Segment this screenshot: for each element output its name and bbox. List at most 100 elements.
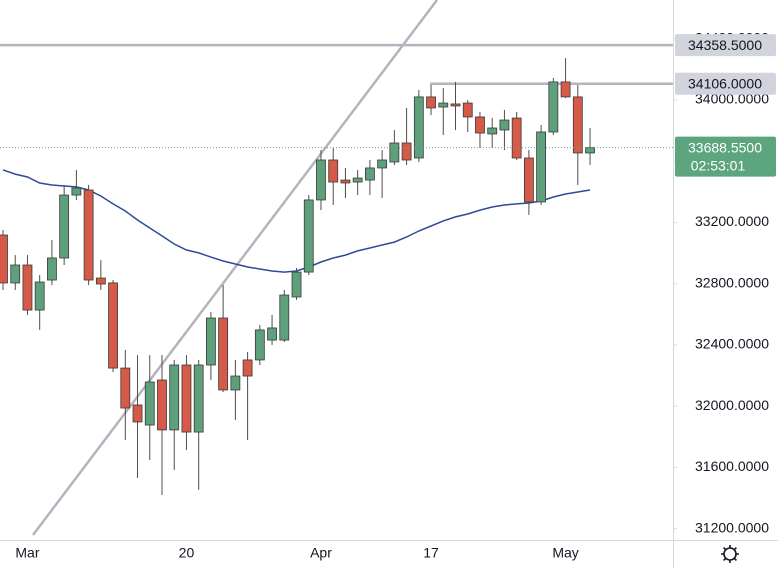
candle — [144, 355, 155, 461]
candle — [230, 359, 241, 420]
candle-body — [144, 381, 155, 426]
candle — [206, 312, 216, 381]
x-tick-label: May — [552, 545, 578, 561]
candle — [487, 118, 498, 149]
candle — [462, 99, 473, 132]
candle — [108, 280, 118, 373]
candle-body — [389, 142, 400, 163]
candle — [59, 184, 70, 266]
candle-body — [279, 294, 290, 341]
candle-body — [0, 234, 8, 284]
candle-body — [475, 116, 485, 134]
level-label-box — [675, 72, 776, 95]
x-tick-label: 17 — [423, 545, 439, 561]
trend-line — [32, 0, 438, 536]
candle-body — [377, 159, 388, 169]
candle — [132, 355, 143, 478]
y-tick-label: 31600.0000 — [695, 458, 769, 474]
candle-body — [157, 379, 167, 431]
candle — [83, 184, 94, 286]
candle-body — [120, 367, 131, 409]
candle-body — [438, 102, 449, 108]
candle-body — [254, 329, 265, 361]
candle — [218, 285, 229, 392]
level-label: 34358.5000 — [688, 37, 762, 53]
settings-icon[interactable] — [721, 545, 739, 563]
level-label: 34106.0000 — [688, 75, 762, 91]
candle — [47, 240, 57, 286]
candle-body — [328, 159, 339, 183]
candle — [511, 111, 522, 160]
x-tick-label: Mar — [15, 545, 39, 561]
candle-body — [95, 277, 106, 285]
candle-body — [108, 282, 118, 369]
candle-body — [230, 375, 241, 391]
candle — [585, 127, 595, 166]
y-tick-label: 33200.0000 — [695, 213, 769, 229]
candle-body — [572, 96, 583, 154]
candle-body — [206, 317, 216, 366]
candle-body — [536, 131, 547, 203]
candle — [352, 169, 363, 196]
candle-body — [340, 179, 351, 184]
candle-body — [413, 96, 424, 159]
candle — [536, 124, 547, 206]
candle-body — [47, 257, 57, 281]
level-label-box — [675, 34, 776, 57]
candle — [364, 159, 375, 196]
candle-body — [169, 364, 180, 431]
candle — [157, 355, 167, 495]
countdown-label: 02:53:01 — [691, 157, 746, 173]
candle-body — [59, 194, 70, 259]
candle — [254, 325, 265, 366]
candle-body — [71, 187, 82, 196]
candle — [0, 229, 8, 290]
candle-body — [487, 127, 498, 135]
candle-body — [316, 159, 326, 201]
candle-body — [462, 102, 473, 118]
candle — [572, 84, 583, 185]
candle-body — [291, 271, 302, 298]
candle-body — [218, 317, 229, 391]
gear-teeth — [721, 545, 739, 563]
candle — [475, 111, 485, 149]
candle-body — [450, 103, 461, 107]
x-tick-label: Apr — [310, 545, 332, 561]
y-tick-label: 32800.0000 — [695, 274, 769, 290]
candle — [193, 359, 204, 490]
x-tick-label: 20 — [179, 545, 195, 561]
candle — [560, 58, 571, 98]
candle-body — [267, 327, 277, 341]
candle-body — [10, 264, 21, 284]
candle — [389, 129, 400, 166]
candle-body — [426, 96, 436, 109]
candle — [267, 314, 277, 345]
candle-body — [303, 199, 314, 273]
candle-body — [560, 81, 571, 98]
candle-body — [181, 364, 192, 433]
candle — [169, 359, 180, 471]
candle — [242, 351, 253, 441]
candle — [438, 88, 449, 136]
candle — [120, 349, 131, 441]
candle — [279, 289, 290, 343]
candle — [523, 150, 534, 215]
candle — [10, 255, 21, 290]
y-tick-label: 31200.0000 — [695, 519, 769, 535]
candle — [413, 90, 424, 162]
y-tick-label: 32000.0000 — [695, 397, 769, 413]
candle — [34, 274, 45, 330]
candle — [316, 150, 326, 211]
candle — [71, 169, 82, 200]
candle — [450, 81, 461, 130]
candle-body — [499, 119, 510, 131]
candle-body — [585, 147, 595, 154]
candle — [377, 150, 388, 198]
candle — [328, 148, 339, 206]
candle-body — [193, 364, 204, 433]
y-tick-label: 32400.0000 — [695, 336, 769, 352]
candle-body — [242, 359, 253, 377]
